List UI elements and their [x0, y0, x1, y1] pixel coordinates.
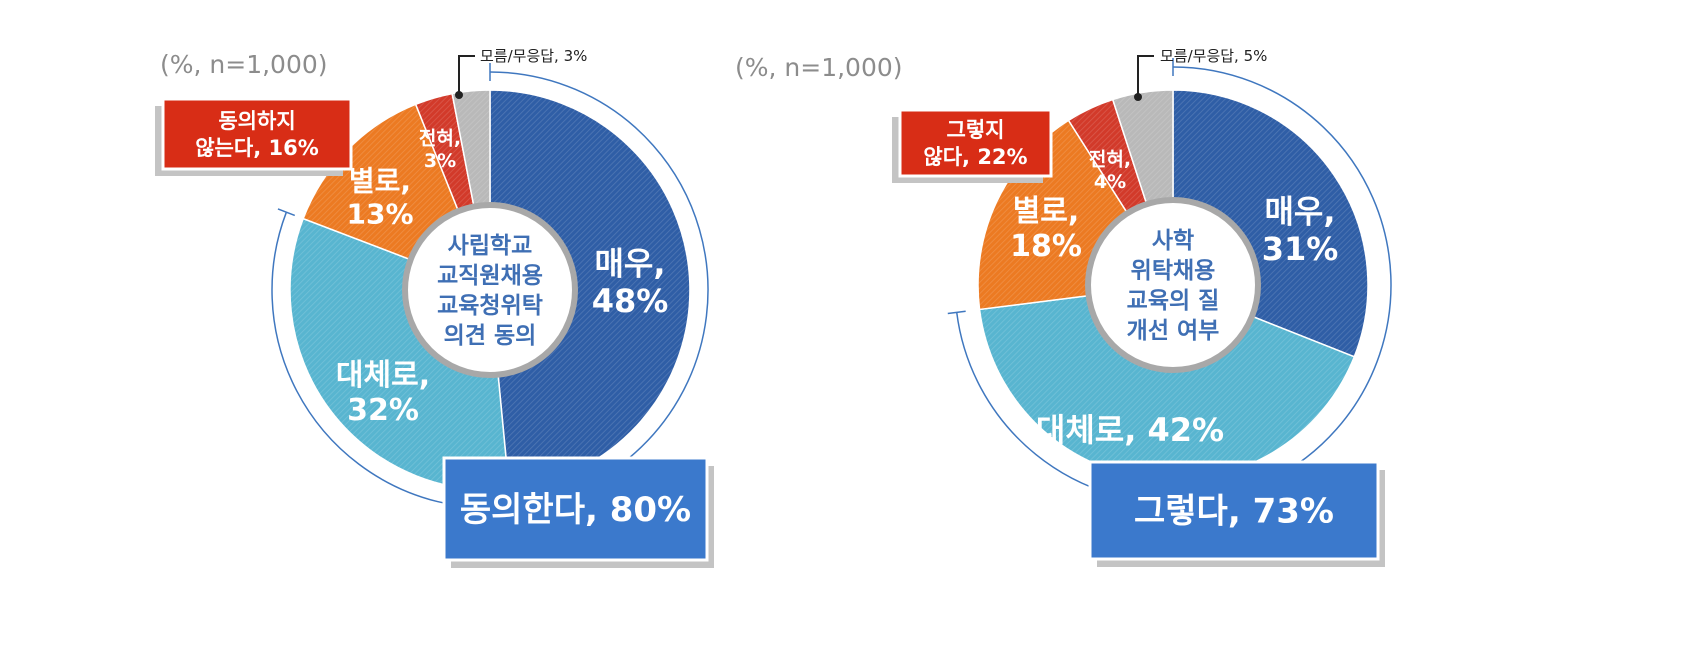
pie-chart-1: (%, n=1,000) 매우, 48% 대체로, 32% 별로, 13%전혀, 3% 모름/무… — [155, 47, 714, 568]
slice-label-maeu: 매우, 31% — [1262, 192, 1339, 268]
moreum-callout-line — [1137, 55, 1154, 97]
slice-label-jeonhyeo: 전혀, 4% — [1089, 148, 1131, 192]
moreum-callout-dot — [1134, 93, 1142, 101]
slice-label-maeu: 매우, 48% — [592, 244, 669, 320]
negative-summary-label: 그렇지 않다, 22% — [923, 118, 1027, 169]
positive-bracket-tick-2 — [947, 310, 966, 315]
slice-label-moreum: 모름/무응답, 5% — [1160, 47, 1267, 65]
moreum-callout-line — [458, 55, 475, 95]
center-label: 사학 위탁채용 교육의 질 개선 여부 — [1127, 228, 1220, 344]
center-label: 사립학교 교직원채용 교육청위탁 의견 동의 — [437, 233, 543, 349]
sample-note: (%, n=1,000) — [735, 53, 903, 82]
negative-summary-box — [161, 97, 353, 171]
pie-slice-texture-daeche — [979, 285, 1355, 480]
center-disk — [402, 202, 578, 378]
negative-summary-box — [898, 108, 1053, 178]
pie-chart-2: (%, n=1,000) 매우, 31% 대체로, 42% 별로, 18%전혀, 4% 모름/… — [735, 47, 1392, 567]
negative-summary-label: 동의하지 않는다, 16% — [195, 109, 319, 160]
positive-bracket — [955, 66, 1392, 504]
slice-label-jeonhyeo: 전혀, 3% — [419, 127, 461, 171]
positive-summary-box — [442, 456, 709, 562]
slice-label-daeche: 대체로, 42% — [1036, 411, 1224, 449]
slice-label-moreum: 모름/무응답, 3% — [480, 47, 587, 65]
positive-summary-box — [1088, 460, 1380, 561]
slice-label-byeollo: 별로, 18% — [1010, 194, 1082, 264]
positive-summary-label: 그렇다, 73% — [1134, 492, 1334, 532]
center-disk — [1085, 197, 1261, 373]
sample-note: (%, n=1,000) — [160, 50, 328, 79]
positive-summary-label: 동의한다, 80% — [460, 490, 691, 530]
positive-bracket-tick-2 — [277, 208, 296, 217]
slice-label-byeollo: 별로, 13% — [346, 164, 413, 230]
slice-label-daeche: 대체로, 32% — [336, 358, 430, 428]
pie-slice-texture-maeu — [490, 90, 690, 490]
moreum-callout-dot — [455, 91, 463, 99]
